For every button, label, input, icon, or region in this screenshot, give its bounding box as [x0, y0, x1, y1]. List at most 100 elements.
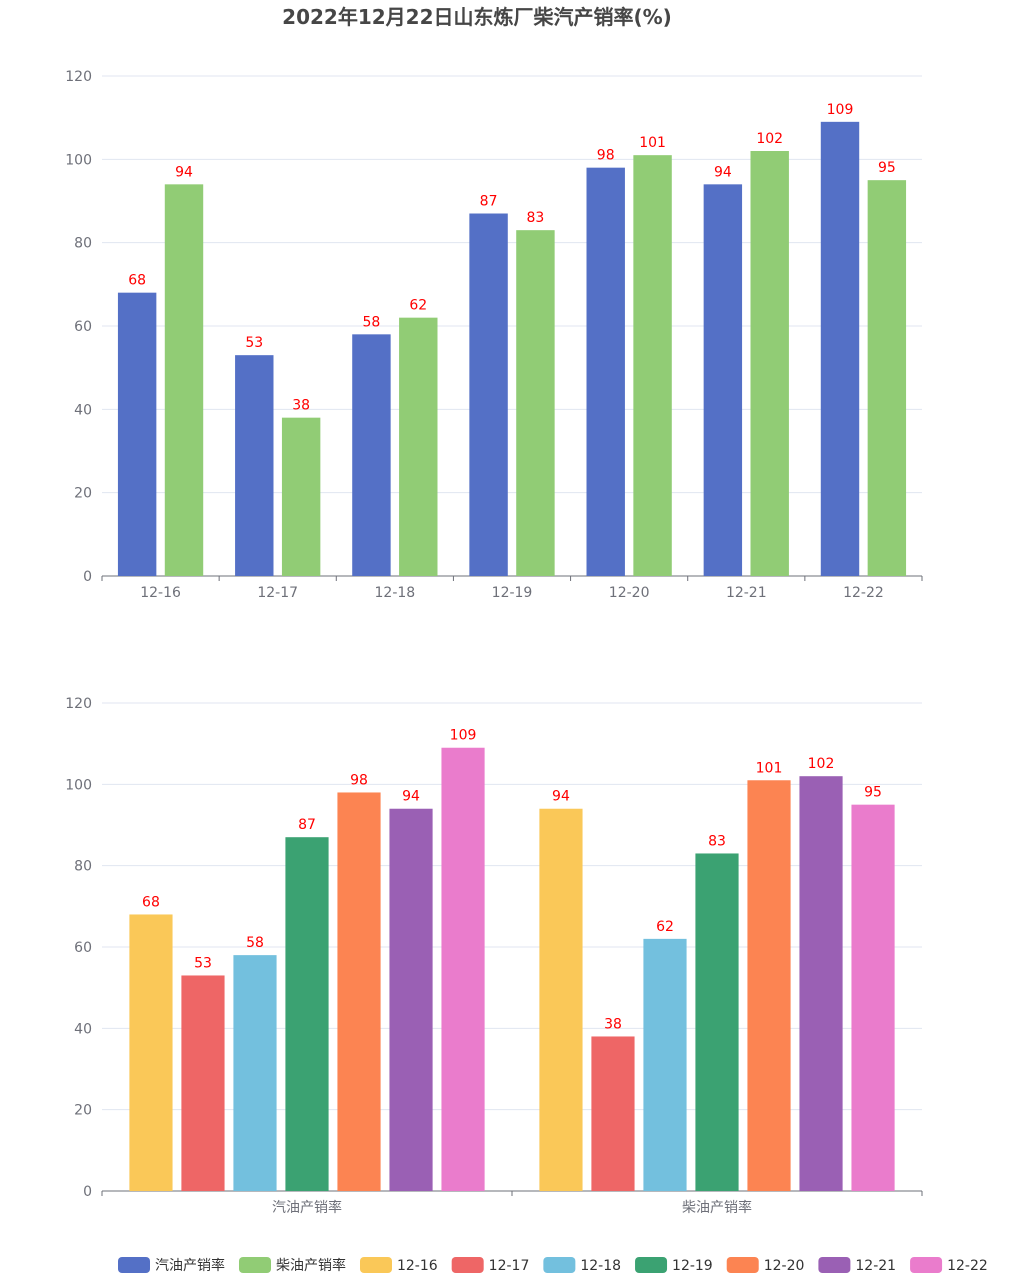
- bar[interactable]: [820, 121, 860, 576]
- legend-label: 柴油产销率: [276, 1257, 346, 1274]
- x-tick-label: 12-16: [140, 585, 181, 601]
- bar[interactable]: [233, 955, 277, 1191]
- legend-item[interactable]: 汽油产销率: [118, 1257, 225, 1274]
- bar[interactable]: [695, 853, 739, 1191]
- legend-swatch: [451, 1257, 484, 1273]
- y-tick-label: 20: [74, 486, 92, 502]
- data-label: 101: [756, 760, 783, 776]
- legend-label: 12-18: [580, 1258, 621, 1274]
- data-label: 101: [639, 135, 666, 151]
- y-tick-label: 40: [74, 402, 92, 418]
- x-tick-label: 12-18: [375, 585, 416, 601]
- y-tick-label: 80: [74, 859, 92, 875]
- data-label: 98: [350, 772, 368, 788]
- legend-label: 12-20: [764, 1258, 805, 1274]
- x-tick-label: 12-22: [843, 585, 884, 601]
- legend-swatch: [910, 1257, 943, 1273]
- bar[interactable]: [851, 804, 895, 1191]
- bottom-bar-chart: 0 20 40 60 80 100 120 汽油产销率 68 53 58 87 98 94 109 柴油产销率…: [65, 696, 923, 1216]
- data-label: 94: [552, 789, 570, 805]
- data-label: 95: [878, 160, 896, 176]
- bar[interactable]: [799, 776, 843, 1191]
- data-label: 109: [827, 102, 854, 118]
- bar[interactable]: [703, 184, 743, 577]
- data-label: 102: [756, 131, 783, 147]
- data-label: 98: [597, 148, 615, 164]
- y-tick-label: 60: [74, 940, 92, 956]
- legend-label: 12-21: [855, 1258, 896, 1274]
- bar[interactable]: [516, 230, 555, 576]
- legend-item[interactable]: 12-16: [359, 1257, 438, 1274]
- bar[interactable]: [633, 155, 672, 576]
- bar[interactable]: [129, 914, 173, 1191]
- data-label: 87: [298, 817, 316, 833]
- legend-swatch: [118, 1257, 150, 1273]
- y-tick-label: 60: [74, 319, 92, 335]
- bar[interactable]: [285, 837, 329, 1191]
- y-tick-label: 120: [65, 69, 92, 85]
- legend-item[interactable]: 柴油产销率: [238, 1257, 346, 1274]
- bar[interactable]: [586, 167, 625, 576]
- data-label: 38: [292, 398, 310, 414]
- data-label: 58: [363, 314, 381, 330]
- legend-item[interactable]: 12-19: [635, 1257, 713, 1274]
- y-tick-label: 120: [65, 696, 92, 712]
- bar[interactable]: [281, 417, 321, 576]
- bar[interactable]: [352, 334, 391, 576]
- bar[interactable]: [867, 180, 907, 576]
- legend-swatch: [359, 1257, 392, 1273]
- legend-label: 12-19: [672, 1258, 713, 1274]
- legend-swatch: [238, 1257, 271, 1273]
- x-tick-label: 12-17: [257, 585, 298, 601]
- y-tick-label: 100: [65, 777, 92, 793]
- legend-swatch: [818, 1257, 851, 1273]
- bar[interactable]: [747, 780, 791, 1191]
- x-tick-label: 柴油产销率: [682, 1199, 752, 1216]
- data-label: 102: [808, 756, 835, 772]
- legend-label: 12-17: [489, 1258, 530, 1274]
- legend-item[interactable]: 12-17: [451, 1257, 530, 1274]
- data-label: 58: [246, 935, 264, 951]
- y-tick-label: 40: [74, 1021, 92, 1037]
- legend-swatch: [726, 1257, 759, 1273]
- legend-label: 汽油产销率: [155, 1257, 225, 1274]
- bar[interactable]: [399, 317, 438, 576]
- legend-item[interactable]: 12-22: [910, 1257, 988, 1274]
- legend-swatch: [635, 1257, 668, 1273]
- bar[interactable]: [539, 808, 583, 1191]
- y-tick-label: 20: [74, 1103, 92, 1119]
- data-label: 53: [194, 955, 212, 971]
- data-label: 68: [142, 894, 160, 910]
- bar[interactable]: [441, 747, 485, 1191]
- x-tick-label: 12-20: [609, 585, 650, 601]
- bar[interactable]: [337, 792, 381, 1191]
- data-label: 83: [708, 833, 726, 849]
- bar[interactable]: [235, 355, 274, 576]
- y-tick-label: 100: [65, 152, 92, 168]
- bar[interactable]: [164, 184, 204, 577]
- data-label: 109: [450, 728, 477, 744]
- top-bar-chart: 0 20 40 60 80 100 120 12-16 68 94 12-17 53 38 12-18 58…: [65, 69, 923, 601]
- chart-title: 2022年12月22日山东炼厂柴汽产销率(%): [282, 5, 672, 29]
- legend[interactable]: 汽油产销率 柴油产销率 12-16 12-17 12-18 12-19 12-20 12-21…: [118, 1257, 988, 1274]
- data-label: 94: [402, 789, 420, 805]
- legend-item[interactable]: 12-21: [818, 1257, 896, 1274]
- bar[interactable]: [469, 213, 508, 577]
- legend-item[interactable]: 12-18: [543, 1257, 621, 1274]
- y-tick-label: 0: [83, 1184, 92, 1200]
- bar[interactable]: [117, 292, 157, 576]
- bar[interactable]: [591, 1036, 635, 1191]
- bar[interactable]: [643, 938, 687, 1191]
- data-label: 38: [604, 1016, 622, 1032]
- x-tick-label: 汽油产销率: [272, 1199, 342, 1216]
- legend-label: 12-16: [397, 1258, 438, 1274]
- legend-item[interactable]: 12-20: [726, 1257, 805, 1274]
- data-label: 94: [175, 164, 193, 180]
- bar[interactable]: [750, 151, 789, 576]
- data-label: 83: [527, 210, 545, 226]
- bar[interactable]: [181, 975, 225, 1191]
- data-label: 62: [656, 919, 674, 935]
- bar[interactable]: [389, 808, 433, 1191]
- data-label: 62: [409, 298, 427, 314]
